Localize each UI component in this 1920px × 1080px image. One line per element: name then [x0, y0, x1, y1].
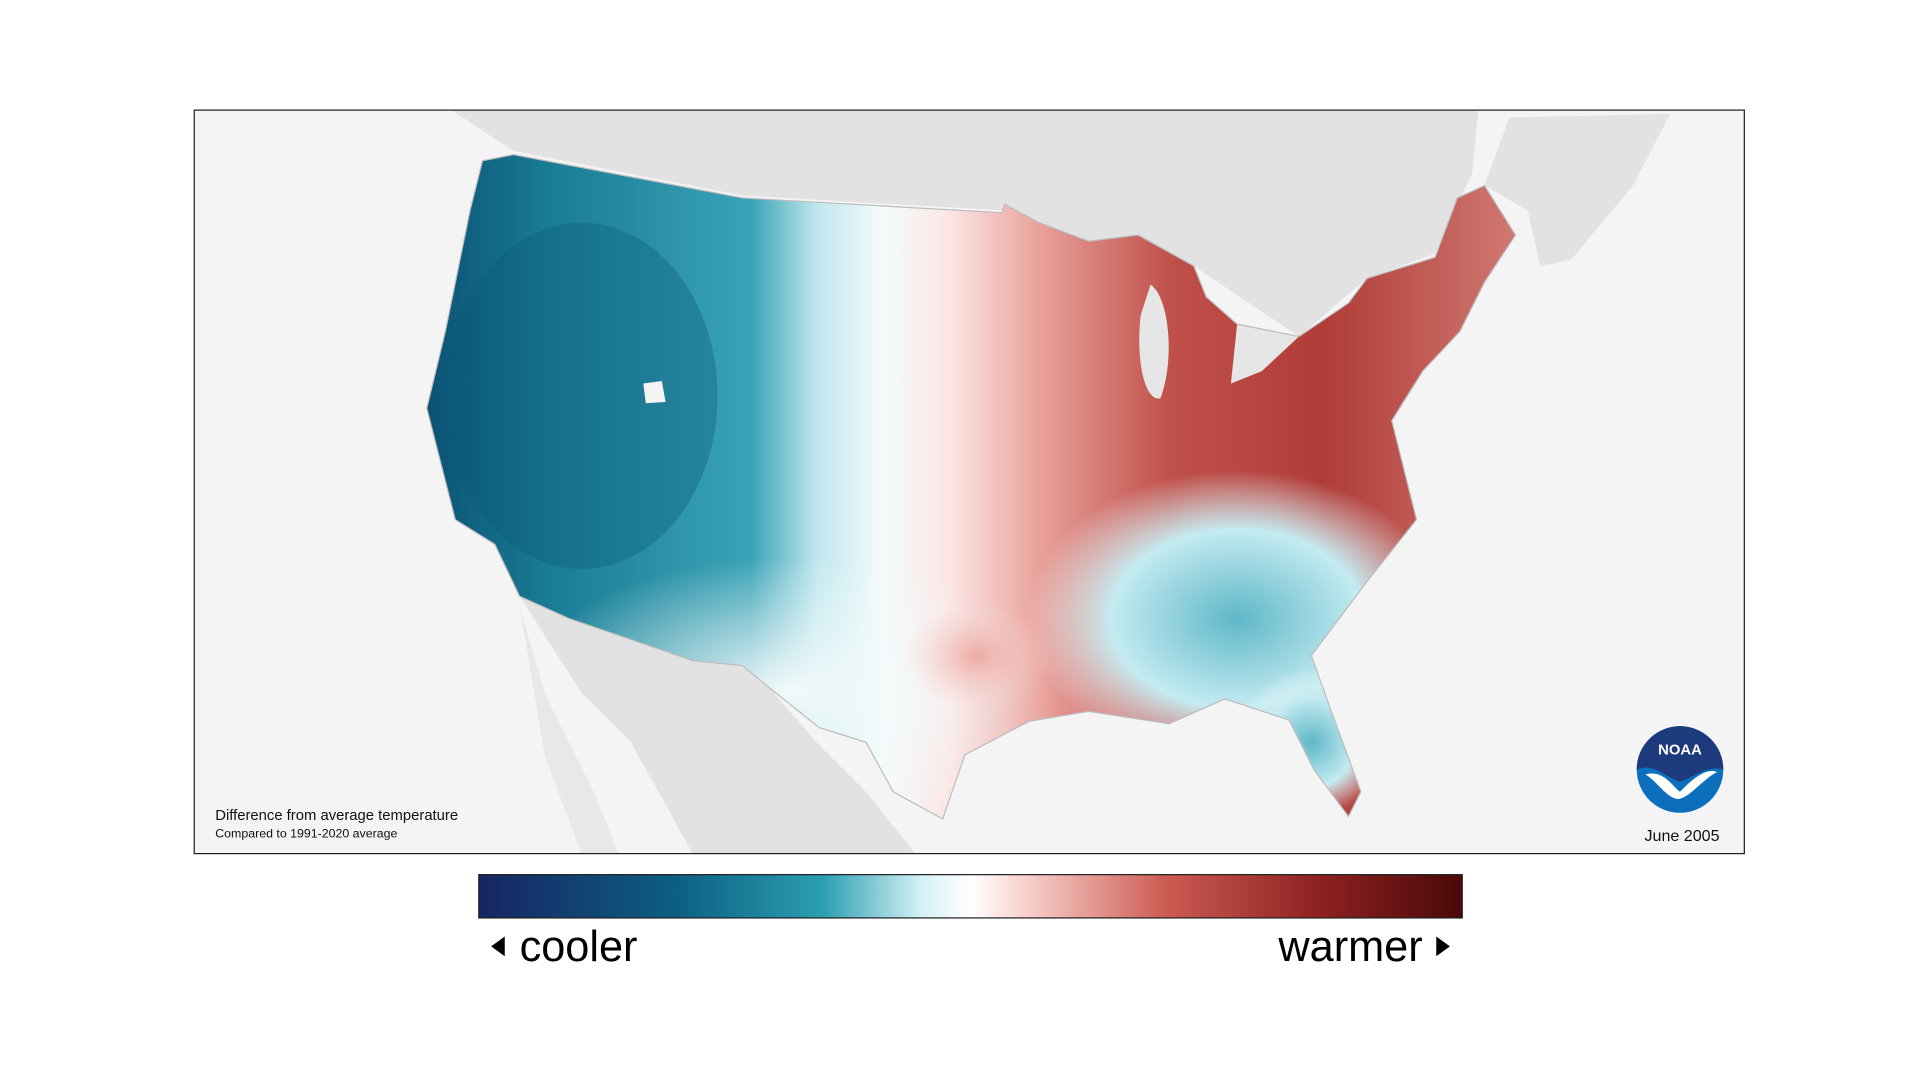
mexico — [519, 596, 916, 854]
logo-top — [1636, 726, 1724, 782]
cool-arrow — [491, 936, 505, 957]
great-salt-lake — [643, 381, 666, 404]
lake-erie — [1230, 324, 1299, 384]
logo-text: NOAA — [1658, 743, 1702, 759]
canada — [451, 110, 1479, 337]
lake-michigan — [1139, 284, 1169, 399]
warm-label: warmer — [1277, 923, 1422, 971]
canada-east — [1484, 113, 1671, 266]
west-cool — [445, 222, 718, 570]
colorbar — [478, 874, 1463, 919]
warm-arrow — [1436, 936, 1450, 957]
noaa-logo: NOAA — [1636, 726, 1724, 813]
date-label: June 2005 — [1644, 827, 1719, 845]
map-frame — [193, 109, 1745, 855]
map — [194, 110, 1745, 854]
logo-bird — [1645, 770, 1718, 800]
note-title: Difference from average temperature — [215, 808, 458, 824]
cool-label: cooler — [520, 923, 638, 971]
note-subtitle: Compared to 1991-2020 average — [215, 827, 397, 841]
texas-warm — [903, 600, 1052, 712]
